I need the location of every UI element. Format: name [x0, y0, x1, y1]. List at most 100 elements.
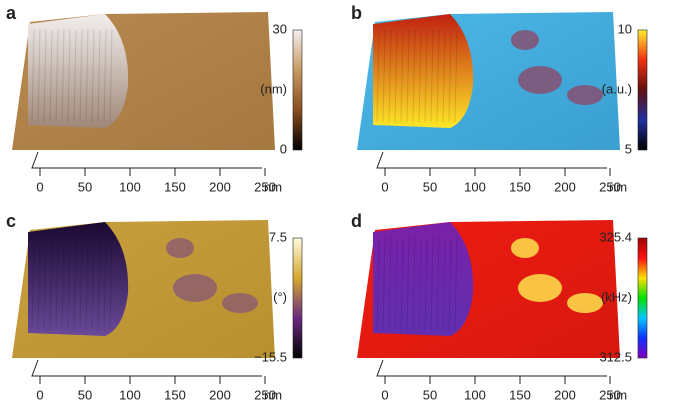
- x-tick-label: 150: [509, 387, 531, 402]
- surface-streak: [436, 237, 440, 331]
- colorbar-min: 312.5: [599, 349, 632, 364]
- colorbar-max: 10: [618, 21, 632, 36]
- surface-streak: [400, 237, 404, 331]
- x-axis: [376, 151, 607, 169]
- surface-streak: [67, 237, 71, 331]
- x-tick-label: 50: [78, 179, 92, 194]
- colorbar: [292, 29, 303, 151]
- surface-streak: [109, 237, 113, 331]
- surface-spot: [518, 66, 562, 94]
- dome: [373, 14, 474, 128]
- surface-spot: [567, 85, 603, 105]
- x-tick-label: 200: [209, 179, 231, 194]
- colorbar: [637, 237, 648, 359]
- surface-spot: [567, 293, 603, 313]
- panel-label: b: [351, 3, 362, 23]
- surface-streak: [43, 237, 47, 331]
- x-unit: nm: [264, 387, 282, 402]
- surface-streak: [97, 237, 101, 331]
- surface-streak: [37, 237, 41, 331]
- x-tick-label: 0: [381, 179, 388, 194]
- surface-streak: [31, 29, 35, 123]
- surface-streak: [388, 29, 392, 123]
- surface-streak: [79, 29, 83, 123]
- dome: [28, 14, 129, 128]
- panel-label: d: [351, 211, 362, 231]
- x-tick-label: 150: [164, 387, 186, 402]
- surface-streak: [442, 237, 446, 331]
- surface-streak: [436, 29, 440, 123]
- surface-streak: [442, 29, 446, 123]
- surface-streak: [424, 29, 428, 123]
- surface-streak: [91, 237, 95, 331]
- x-tick-label: 50: [423, 179, 437, 194]
- surface-streak: [85, 29, 89, 123]
- surface-spot: [511, 238, 539, 258]
- surface-streak: [382, 29, 386, 123]
- surface-spot: [173, 274, 217, 302]
- surface-streak: [376, 29, 380, 123]
- x-tick-label: 50: [423, 387, 437, 402]
- x-axis: [376, 359, 607, 377]
- x-tick-label: 100: [464, 179, 486, 194]
- dome: [28, 222, 129, 336]
- x-tick-label: 0: [36, 179, 43, 194]
- x-tick-label: 0: [36, 387, 43, 402]
- surface-streak: [448, 29, 452, 123]
- colorbar-min: 5: [625, 141, 632, 156]
- x-unit: nm: [609, 387, 627, 402]
- colorbar-max: 7.5: [269, 229, 287, 244]
- surface-streak: [79, 237, 83, 331]
- surface-streak: [91, 29, 95, 123]
- surface-streak: [109, 29, 113, 123]
- surface-spot: [518, 274, 562, 302]
- colorbar: [637, 29, 648, 151]
- x-tick-label: 200: [554, 179, 576, 194]
- surface-streak: [430, 29, 434, 123]
- surface-streak: [61, 29, 65, 123]
- surface-streak: [454, 237, 458, 331]
- surface-streak: [55, 29, 59, 123]
- surface-streak: [85, 237, 89, 331]
- dome: [373, 222, 474, 336]
- colorbar-min: −15.5: [254, 349, 287, 364]
- surface-streak: [406, 29, 410, 123]
- x-unit: nm: [264, 179, 282, 194]
- surface-streak: [31, 237, 35, 331]
- surface-streak: [418, 29, 422, 123]
- surface-streak: [61, 237, 65, 331]
- surface-streak: [418, 237, 422, 331]
- surface-streak: [424, 237, 428, 331]
- surface-streak: [376, 237, 380, 331]
- x-axis: [31, 151, 262, 169]
- surface-streak: [97, 29, 101, 123]
- surface-streak: [382, 237, 386, 331]
- surface-streak: [103, 29, 107, 123]
- surface-streak: [430, 237, 434, 331]
- surface-streak: [103, 237, 107, 331]
- surface-streak: [406, 237, 410, 331]
- surface-streak: [448, 237, 452, 331]
- x-axis: [31, 359, 262, 377]
- panel-label: a: [6, 3, 17, 23]
- x-tick-label: 0: [381, 387, 388, 402]
- x-tick-label: 150: [509, 179, 531, 194]
- surface-streak: [55, 237, 59, 331]
- surface-streak: [73, 29, 77, 123]
- surface-spot: [166, 238, 194, 258]
- surface-spot: [511, 30, 539, 50]
- x-tick-label: 250: [599, 179, 621, 194]
- colorbar: [292, 237, 303, 359]
- surface-streak: [43, 29, 47, 123]
- colorbar-min: 0: [280, 141, 287, 156]
- surface-streak: [67, 29, 71, 123]
- x-tick-label: 50: [78, 387, 92, 402]
- surface-streak: [400, 29, 404, 123]
- surface-streak: [394, 237, 398, 331]
- x-tick-label: 150: [164, 179, 186, 194]
- surface-streak: [37, 29, 41, 123]
- x-tick-label: 200: [554, 387, 576, 402]
- surface-streak: [412, 237, 416, 331]
